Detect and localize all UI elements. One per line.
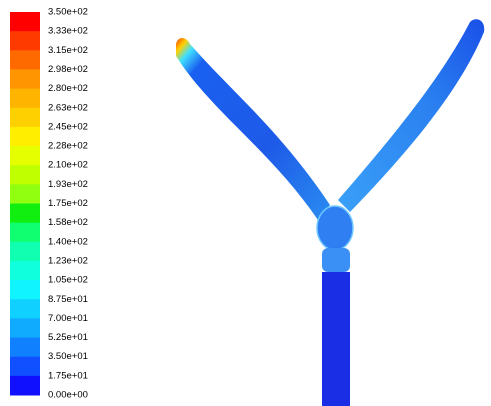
legend-label: 3.15e+02	[48, 45, 88, 56]
legend-band	[10, 12, 40, 32]
legend-band	[10, 223, 40, 243]
legend-band	[10, 261, 40, 281]
legend-label: 1.75e+01	[48, 370, 88, 381]
legend-label: 1.05e+02	[48, 275, 88, 286]
legend-label: 3.50e+02	[48, 7, 88, 18]
legend-band	[10, 318, 40, 338]
legend-band	[10, 146, 40, 166]
legend-band	[10, 204, 40, 224]
legend-label: 2.98e+02	[48, 64, 88, 75]
turbine	[176, 19, 484, 406]
legend-label: 1.93e+02	[48, 179, 88, 190]
tower	[322, 272, 350, 406]
legend-band	[10, 127, 40, 147]
legend-label: 2.63e+02	[48, 102, 88, 113]
legend-label: 2.80e+02	[48, 83, 88, 94]
legend-band	[10, 69, 40, 89]
legend-label: 8.75e+01	[48, 294, 88, 305]
legend-label: 5.25e+01	[48, 332, 88, 343]
legend-band	[10, 357, 40, 377]
legend-band	[10, 376, 40, 396]
legend-band	[10, 299, 40, 319]
right-blade	[338, 19, 484, 212]
legend-label: 2.10e+02	[48, 160, 88, 171]
legend-label: 3.33e+02	[48, 26, 88, 37]
legend-band	[10, 31, 40, 51]
legend-label: 2.28e+02	[48, 141, 88, 152]
legend-label: 1.58e+02	[48, 217, 88, 228]
legend-label: 1.23e+02	[48, 255, 88, 266]
legend-label: 3.50e+01	[48, 351, 88, 362]
legend-band	[10, 242, 40, 262]
legend-label: 0.00e+00	[48, 390, 88, 401]
legend-band	[10, 108, 40, 128]
legend-band	[10, 338, 40, 358]
legend-band	[10, 50, 40, 70]
legend-label: 1.40e+02	[48, 236, 88, 247]
legend-label: 1.75e+02	[48, 198, 88, 209]
legend-label: 2.45e+02	[48, 121, 88, 132]
nacelle	[322, 248, 350, 272]
viewport: 3.50e+02 3.33e+02 3.15e+02 2.98e+02 2.80e+02…	[0, 0, 491, 406]
legend-band	[10, 89, 40, 109]
legend-label: 7.00e+01	[48, 313, 88, 324]
legend-band	[10, 165, 40, 185]
legend-band	[10, 184, 40, 204]
left-blade	[176, 38, 330, 220]
legend-band	[10, 280, 40, 300]
hub	[317, 206, 353, 250]
contour-view: 3.50e+02 3.33e+02 3.15e+02 2.98e+02 2.80e+02…	[0, 0, 491, 406]
